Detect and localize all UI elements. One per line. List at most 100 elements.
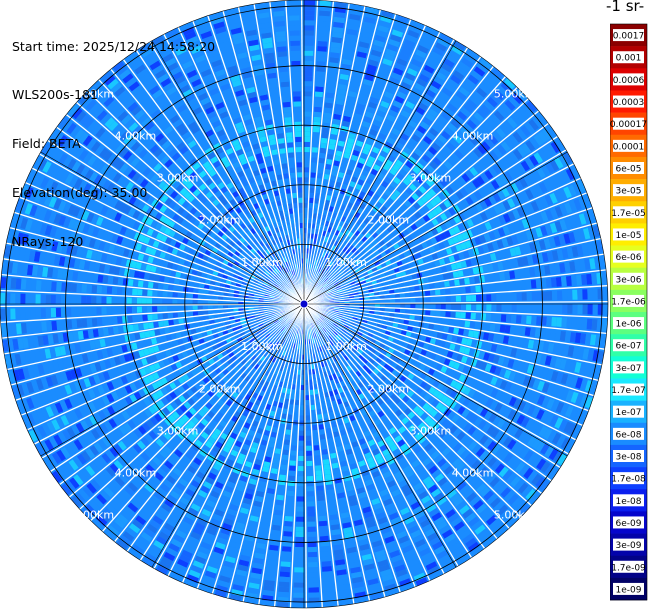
ppi-gate [512, 304, 517, 312]
ppi-gate [323, 576, 334, 582]
ppi-gate [491, 304, 496, 311]
ppi-gate [324, 113, 332, 119]
ppi-gate [304, 10, 315, 15]
ppi-gate [307, 517, 315, 522]
ppi-gate [501, 283, 507, 291]
ppi-gate [314, 445, 320, 451]
ppi-gate [280, 465, 287, 471]
ppi-gate [321, 189, 326, 195]
ppi-gate [297, 491, 304, 496]
ppi-gate [285, 516, 293, 522]
ppi-gate [470, 286, 476, 293]
ppi-gate [450, 312, 455, 318]
ppi-gate [293, 593, 304, 598]
ppi-gate [317, 409, 322, 415]
ppi-gate [414, 286, 420, 291]
ppi-gate [299, 431, 304, 436]
ppi-gate [327, 433, 333, 439]
ppi-gate [313, 435, 318, 441]
ppi-gate [355, 301, 360, 303]
ppi-gate [394, 314, 399, 318]
ppi-gate [304, 218, 307, 223]
ppi-gate [501, 293, 506, 301]
ppi-gate [296, 512, 304, 517]
ppi-gate [296, 532, 305, 537]
ppi-gate [471, 313, 477, 320]
ppi-gate [425, 297, 430, 302]
ppi-gate [320, 531, 329, 537]
ppi-gate [319, 158, 325, 164]
ppi-gate [360, 301, 365, 303]
ppi-gate [591, 273, 597, 284]
ppi-gate [522, 292, 527, 300]
ppi-gate [311, 167, 316, 172]
ppi-gate [308, 567, 318, 572]
ppi-gate [390, 295, 395, 299]
ppi-gate [400, 293, 405, 297]
ppi-gate [576, 275, 582, 286]
ppi-gate [445, 289, 451, 295]
ppi-gate [306, 400, 310, 405]
ppi-gate [433, 325, 439, 331]
ppi-gate [466, 304, 471, 310]
ppi-gate [322, 449, 328, 455]
ppi-gate [306, 405, 310, 410]
ppi-gate [445, 311, 450, 317]
ppi-gate [322, 566, 332, 572]
ppi-gate [557, 304, 562, 314]
ppi-gate [297, 481, 304, 486]
ppi-gate [306, 451, 312, 456]
ppi-gate [296, 527, 304, 532]
ppi-gate [581, 274, 587, 285]
ppi-gate [305, 395, 309, 400]
ppi-gate [505, 325, 511, 333]
ppi-gate [288, 476, 295, 482]
ppi-gate [273, 520, 282, 526]
ppi-gate [531, 280, 537, 289]
ppi-gate [400, 309, 405, 313]
ppi-gate [501, 314, 507, 322]
ppi-gate [582, 289, 587, 299]
ppi-gate [331, 458, 338, 464]
ppi-gate [465, 287, 471, 294]
ppi-gate [304, 193, 308, 198]
ppi-gate [325, 474, 332, 480]
ppi-gate [305, 365, 307, 370]
ppi-gate [306, 410, 310, 415]
ppi-gate [415, 310, 420, 315]
ppi-gate [304, 25, 314, 30]
ppi-gate [311, 405, 315, 410]
ppi-gate [409, 287, 415, 292]
ppi-gate [299, 441, 304, 446]
ppi-gate [318, 36, 328, 42]
ppi-gate [297, 496, 304, 501]
ppi-gate [435, 311, 440, 316]
ppi-gate [496, 304, 501, 311]
ppi-gate [318, 506, 326, 512]
ppi-gate [510, 326, 516, 334]
ppi-gate [307, 476, 314, 481]
ppi-gate [434, 318, 440, 324]
ppi-gate [516, 281, 522, 289]
ppi-gate [278, 485, 285, 491]
ppi-gate [390, 299, 395, 302]
ppi-gate [309, 592, 320, 597]
ppi-gate [471, 304, 476, 310]
ppi-gate [308, 547, 317, 552]
ppi-gate [276, 495, 284, 501]
ppi-gate [307, 491, 314, 496]
ppi-gate [410, 298, 415, 302]
ppi-gate [304, 0, 315, 5]
ppi-gate [314, 107, 322, 113]
ppi-gate [298, 466, 304, 471]
ppi-gate [319, 153, 325, 159]
ppi-gate [294, 410, 298, 415]
ppi-gate [314, 102, 322, 108]
ppi-gate [286, 501, 294, 507]
ppi-gate [424, 317, 430, 322]
ppi-gate [286, 424, 291, 430]
ppi-gate [436, 304, 441, 309]
ppi-gate [561, 318, 567, 328]
ppi-gate [312, 425, 317, 431]
ppi-gate [306, 446, 312, 451]
